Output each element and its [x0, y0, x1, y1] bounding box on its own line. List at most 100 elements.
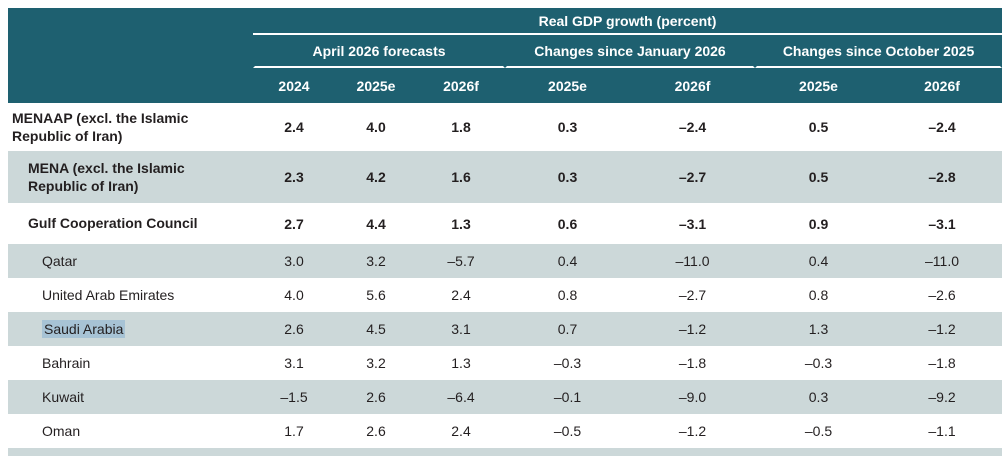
cell-value: –0.3	[553, 355, 582, 371]
cell-value: –9.2	[882, 380, 1003, 414]
cell-value: –3.1	[928, 215, 956, 232]
cell-value: 4.5	[335, 312, 417, 346]
col-header-oct-2026f: 2026f	[882, 68, 1003, 103]
cell-value: –0.3	[804, 355, 833, 371]
cell-value: 4.4	[366, 215, 386, 232]
cell-value: 0.9	[808, 215, 829, 232]
cell-value: –1.1	[928, 423, 956, 439]
col-header-oct-2025e: 2025e	[755, 68, 882, 103]
row-label: Qatar	[8, 244, 253, 278]
cell-value: 4.0	[366, 119, 386, 135]
cell-value: 0.5	[755, 151, 882, 203]
table-row-kuwait: Kuwait –1.5 2.6 –6.4 –0.1 –9.0 0.3 –9.2	[8, 380, 1003, 414]
cell-value: –2.4	[928, 119, 956, 135]
cell-value: 2.3	[253, 151, 335, 203]
table-row-united-arab-emirates: United Arab Emirates 4.0 5.6 2.4 0.8 –2.…	[8, 278, 1002, 312]
table-header: Real GDP growth (percent) April 2026 for…	[8, 8, 1003, 103]
cell-value: 3.2	[366, 355, 386, 371]
cell-value: –9.0	[630, 380, 755, 414]
table-body: MENAAP (excl. the Islamic Republic of Ir…	[8, 103, 1003, 456]
cell-value: 5.6	[366, 287, 386, 303]
cell-value: 0.8	[557, 287, 578, 303]
cell-value: –3.1	[678, 215, 707, 232]
cell-value: 0.7	[505, 312, 630, 346]
row-label: Bahrain	[42, 355, 91, 371]
cell-value: –1.8	[928, 355, 956, 371]
table-row-gulf-cooperation-council: Gulf Cooperation Council 2.7 4.4 1.3 0.6…	[8, 203, 1002, 244]
cell-value: –2.4	[678, 119, 707, 135]
header-corner-spacer	[8, 8, 253, 35]
cell-value: –2.8	[882, 151, 1003, 203]
table-row-qatar: Qatar 3.0 3.2 –5.7 0.4 –11.0 0.4 –11.0	[8, 244, 1003, 278]
group-header-changes-since-january-2026: Changes since January 2026	[505, 35, 755, 68]
cell-value: 0.6	[557, 215, 578, 232]
table-row-menaap: MENAAP (excl. the Islamic Republic of Ir…	[8, 103, 1002, 151]
cell-value: –0.1	[505, 380, 630, 414]
cell-value: 3.1	[284, 355, 304, 371]
cell-value: 4.0	[284, 287, 304, 303]
cell-value: –1.2	[630, 312, 755, 346]
text-selection-highlight: Saudi Arabia	[42, 320, 126, 338]
cell-value: 0.8	[808, 287, 829, 303]
row-label: United Arab Emirates	[42, 287, 175, 303]
cell-value: 3.2	[335, 244, 417, 278]
cell-value: 1.7	[284, 423, 304, 439]
cell-value: –11.0	[882, 244, 1003, 278]
cell-value: 3.0	[253, 244, 335, 278]
cell-value: –1.2	[882, 312, 1003, 346]
cell-value: 2.6	[366, 423, 386, 439]
cell-value: –11.0	[630, 244, 755, 278]
col-header-jan-2026f: 2026f	[630, 68, 755, 103]
cell-value: 2.4	[451, 423, 471, 439]
cell-value: –2.7	[630, 151, 755, 203]
cell-value: 1.8	[451, 119, 471, 135]
header-corner-spacer	[8, 35, 253, 68]
row-label: Kuwait	[8, 380, 253, 414]
cell-value: 0.3	[557, 119, 578, 135]
cell-value: 0.3	[505, 151, 630, 203]
cell-value: 4.2	[335, 151, 417, 203]
cell-value: 2.7	[284, 215, 304, 232]
real-gdp-growth-table: Real GDP growth (percent) April 2026 for…	[8, 8, 1003, 456]
cell-value: 2.6	[253, 312, 335, 346]
cell-value: –1.5	[253, 380, 335, 414]
cell-value: 1.3	[755, 312, 882, 346]
cell-value: –5.7	[417, 244, 505, 278]
cell-value: 1.3	[451, 215, 471, 232]
cell-value: 0.4	[505, 244, 630, 278]
row-label: Saudi Arabia	[8, 312, 253, 346]
col-header-jan-2025e: 2025e	[505, 68, 630, 103]
cell-value: 2.4	[284, 119, 304, 135]
col-header-2026f: 2026f	[417, 68, 505, 103]
header-corner-spacer	[8, 68, 253, 103]
col-header-2024: 2024	[253, 68, 335, 103]
cell-value: 1.3	[451, 355, 471, 371]
table-row-bahrain: Bahrain 3.1 3.2 1.3 –0.3 –1.8 –0.3 –1.8	[8, 346, 1002, 380]
cell-value: 0.5	[808, 119, 829, 135]
table-row-oman: Oman 1.7 2.6 2.4 –0.5 –1.2 –0.5 –1.1	[8, 414, 1002, 448]
cell-value: 2.6	[335, 380, 417, 414]
cell-value: 0.4	[755, 244, 882, 278]
cell-value: 1.6	[417, 151, 505, 203]
cell-value: –2.6	[928, 287, 956, 303]
cell-value: 3.1	[417, 312, 505, 346]
cell-value: –1.8	[678, 355, 707, 371]
row-label: MENAAP (excl. the Islamic Republic of Ir…	[12, 109, 189, 144]
clipped-row-stripe	[8, 448, 1003, 456]
cell-value: –0.5	[804, 423, 833, 439]
row-label: MENA (excl. the Islamic Republic of Iran…	[8, 151, 253, 203]
table-row-partial-clipped	[8, 448, 1003, 456]
cell-value: –0.5	[553, 423, 582, 439]
group-header-april-2026-forecasts: April 2026 forecasts	[253, 35, 505, 68]
cell-value: –1.2	[678, 423, 707, 439]
row-label: Gulf Cooperation Council	[28, 215, 198, 232]
cell-value: –2.7	[678, 287, 707, 303]
cell-value: –6.4	[417, 380, 505, 414]
table-row-mena: MENA (excl. the Islamic Republic of Iran…	[8, 151, 1003, 203]
table-row-saudi-arabia: Saudi Arabia 2.6 4.5 3.1 0.7 –1.2 1.3 –1…	[8, 312, 1003, 346]
group-header-changes-since-october-2025: Changes since October 2025	[755, 35, 1003, 68]
row-label: Oman	[42, 423, 81, 439]
col-header-2025e: 2025e	[335, 68, 417, 103]
table-title: Real GDP growth (percent)	[253, 8, 1003, 35]
